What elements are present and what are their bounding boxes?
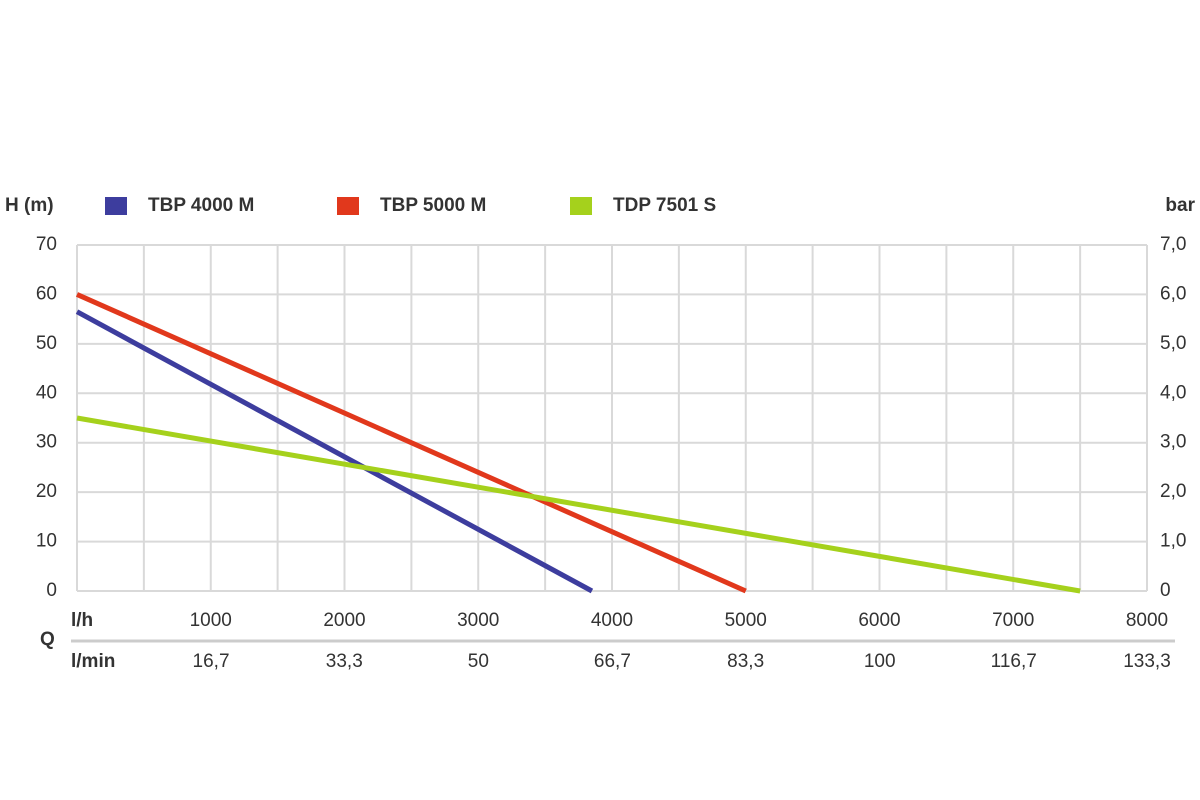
y-tick-label: 70: [36, 234, 57, 255]
y2-axis-label: bar: [1165, 195, 1195, 216]
x-group-label: Q: [40, 629, 55, 650]
y2-tick-label: 1,0: [1160, 531, 1186, 552]
y-tick-label: 20: [36, 481, 57, 502]
x-tick-label: 1000: [190, 610, 232, 631]
y-tick-label: 40: [36, 382, 57, 403]
x-tick-label: 7000: [992, 610, 1034, 631]
x2-tick-label: 116,7: [991, 651, 1037, 672]
legend-swatch: [570, 197, 592, 215]
x-tick-label: 2000: [323, 610, 365, 631]
legend-label: TBP 5000 M: [380, 195, 486, 216]
y2-tick-label: 6,0: [1160, 283, 1186, 304]
y2-tick-label: 2,0: [1160, 481, 1186, 502]
legend-label: TDP 7501 S: [613, 195, 716, 216]
x-tick-label: 3000: [457, 610, 499, 631]
legend-swatch: [105, 197, 127, 215]
series-line: [75, 292, 747, 594]
y-tick-label: 30: [36, 432, 57, 453]
x-tick-label: 8000: [1126, 610, 1168, 631]
x2-tick-label: 83,3: [727, 651, 764, 672]
y-tick-label: 50: [36, 333, 57, 354]
x2-axis-label: l/min: [71, 651, 115, 672]
legend-swatch: [337, 197, 359, 215]
x2-tick-label: 133,3: [1123, 651, 1171, 672]
y2-tick-label: 4,0: [1160, 382, 1186, 403]
y2-tick-label: 0: [1160, 580, 1171, 601]
series-line: [76, 415, 1081, 594]
series-line: [75, 309, 594, 594]
x-tick-label: 5000: [725, 610, 767, 631]
y-axis-label: H (m): [5, 195, 54, 216]
x2-tick-label: 100: [864, 651, 896, 672]
x-tick-label: 4000: [591, 610, 633, 631]
x-tick-label: 6000: [858, 610, 900, 631]
x2-tick-label: 33,3: [326, 651, 363, 672]
x-axis-label: l/h: [71, 610, 93, 631]
y2-tick-label: 3,0: [1160, 432, 1186, 453]
x2-tick-label: 50: [468, 651, 489, 672]
x2-tick-label: 16,7: [193, 651, 230, 672]
y-tick-label: 10: [36, 531, 57, 552]
y-tick-label: 60: [36, 283, 57, 304]
x2-tick-label: 66,7: [594, 651, 631, 672]
legend-label: TBP 4000 M: [148, 195, 254, 216]
y2-tick-label: 5,0: [1160, 333, 1186, 354]
y-tick-label: 0: [46, 580, 57, 601]
y2-tick-label: 7,0: [1160, 234, 1186, 255]
